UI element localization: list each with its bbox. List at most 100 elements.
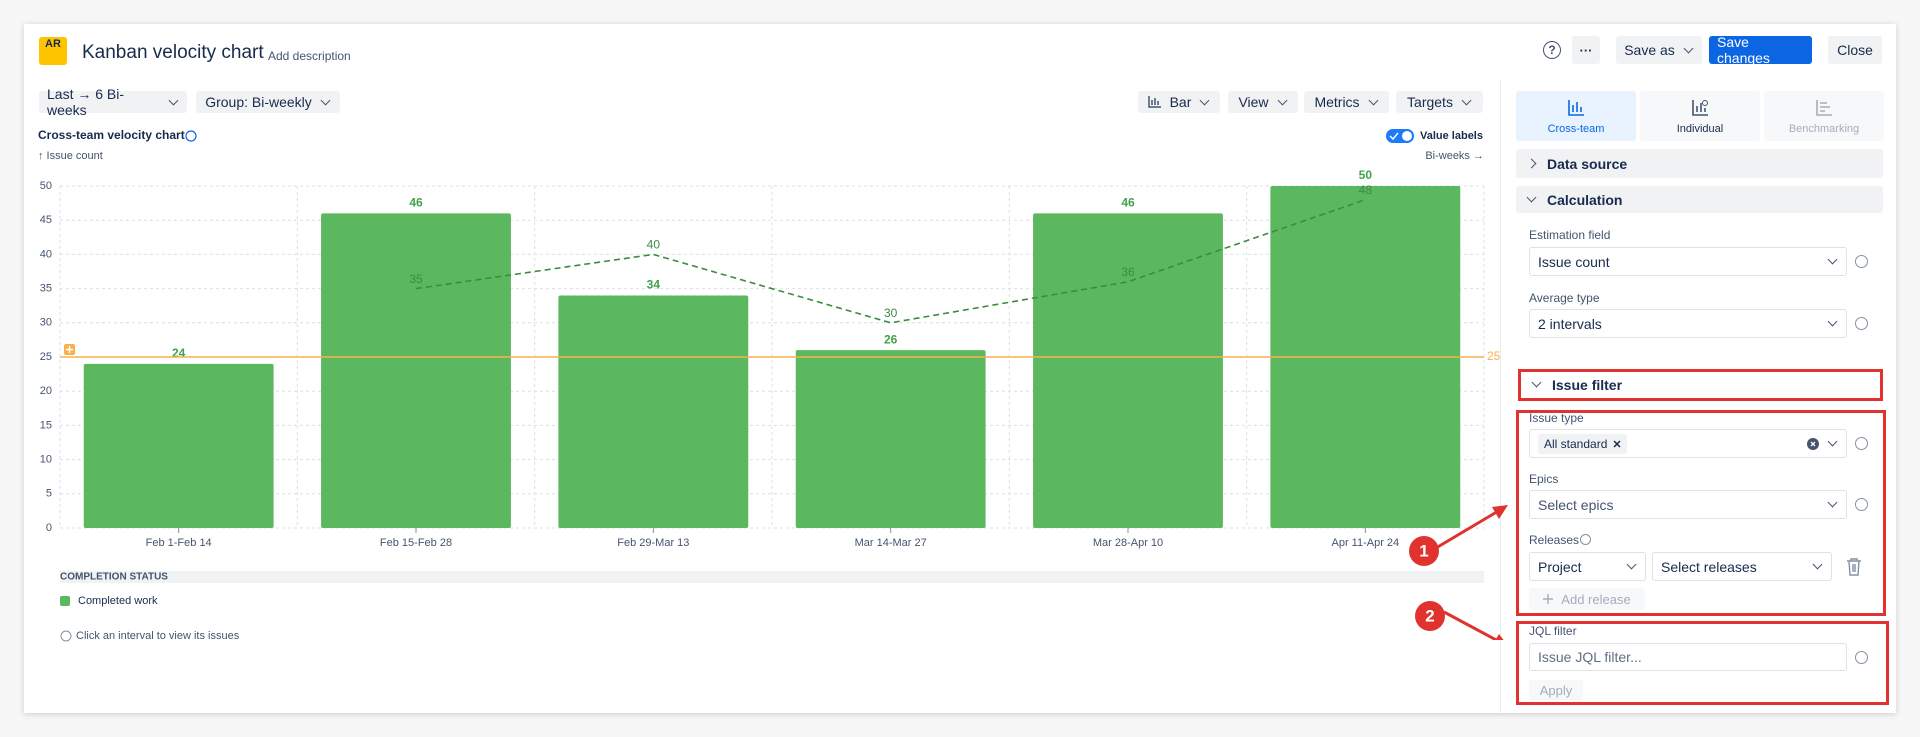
x-tick-label: Feb 1-Feb 14 — [146, 537, 212, 549]
input-placeholder: Issue JQL filter... — [1538, 649, 1642, 665]
field-label: Releases — [1529, 533, 1580, 547]
button-text: Group: Bi-weekly — [205, 94, 312, 110]
toggle-knob — [1402, 131, 1412, 141]
metrics-button[interactable]: Metrics — [1304, 91, 1389, 113]
tab-label: Benchmarking — [1788, 123, 1860, 135]
y-tick-label: 5 — [46, 488, 52, 500]
x-tick-label: Apr 11-Apr 24 — [1331, 537, 1399, 549]
average-label: 36 — [1121, 265, 1135, 279]
chart-title: Cross-team velocity chart — [38, 128, 185, 142]
tab[interactable]: Benchmarking — [1764, 91, 1884, 141]
view-button[interactable]: View — [1228, 91, 1298, 113]
select-value: Issue count — [1538, 253, 1610, 270]
button-text: Add release — [1561, 591, 1631, 607]
y-tick-label: 50 — [40, 180, 52, 192]
section-header[interactable]: Data source — [1516, 149, 1883, 178]
y-axis-label: ↑ Issue count — [38, 150, 103, 162]
select-placeholder: Select epics — [1538, 496, 1614, 513]
annotation-number: 1 — [1419, 541, 1428, 560]
save-as-button[interactable]: Save as — [1616, 36, 1702, 64]
field-label: JQL filter — [1529, 624, 1577, 638]
section-title: Data source — [1547, 155, 1628, 172]
button-text: Metrics — [1314, 94, 1360, 110]
bar — [1033, 213, 1223, 529]
y-tick-label: 45 — [40, 214, 52, 226]
more-button[interactable]: ··· — [1572, 36, 1600, 64]
button-text: Last → 6 Bi-weeks — [47, 86, 125, 118]
delete-icon[interactable] — [1845, 557, 1863, 577]
add-description[interactable]: Add description — [268, 49, 351, 63]
select[interactable]: 2 intervals — [1529, 309, 1847, 338]
button-text: Targets — [1407, 94, 1453, 110]
info-icon — [1855, 437, 1868, 450]
info-icon — [1855, 317, 1868, 330]
annotation-arrows: 1 2 — [1409, 505, 1508, 640]
legend-swatch — [60, 596, 70, 606]
value-label: 24 — [172, 346, 186, 360]
select[interactable]: Select releases — [1652, 552, 1832, 581]
y-tick-label: 15 — [40, 419, 52, 431]
note: Click an interval to view its issues — [76, 630, 240, 642]
apply-button[interactable]: Apply — [1529, 680, 1583, 700]
select[interactable]: Issue count — [1529, 247, 1847, 276]
average-label: 30 — [884, 306, 898, 320]
value-label: 34 — [647, 278, 661, 292]
annotation-number: 2 — [1425, 606, 1434, 625]
chart-type-button[interactable]: Bar — [1138, 91, 1220, 113]
info-icon — [1855, 498, 1868, 511]
y-tick-label: 10 — [40, 454, 52, 466]
x-tick-label: Feb 15-Feb 28 — [380, 537, 452, 549]
highlight-box — [1516, 410, 1886, 616]
tab-label: Individual — [1676, 123, 1724, 135]
y-tick-label: 35 — [40, 283, 52, 295]
average-label: 48 — [1359, 183, 1373, 197]
info-icon[interactable] — [1855, 255, 1868, 268]
section-header[interactable]: Calculation — [1516, 186, 1883, 213]
x-tick-label: Feb 29-Mar 13 — [617, 537, 689, 549]
value-label: 46 — [409, 196, 423, 210]
page-title: Kanban velocity chart — [82, 42, 264, 63]
value-label: 46 — [1121, 196, 1135, 210]
highlight-box — [1518, 369, 1883, 401]
bar — [83, 363, 274, 528]
save-changes-button[interactable]: Save changes — [1709, 34, 1812, 66]
field-label: Epics — [1529, 472, 1559, 486]
button-text: Bar — [1169, 94, 1192, 110]
section-header[interactable]: Issue filter — [1521, 371, 1880, 398]
x-tick-label: Mar 14-Mar 27 — [855, 537, 927, 549]
bar — [321, 213, 511, 529]
select-value: Project — [1538, 558, 1582, 575]
tab[interactable]: Individual — [1640, 91, 1760, 141]
target-marker-plus — [66, 346, 73, 353]
target-label: 25 — [1487, 349, 1501, 363]
x-axis-label: Bi-weeks → — [1425, 150, 1484, 162]
add-release-button[interactable]: Add release — [1529, 588, 1645, 610]
toggle-label: Value labels — [1420, 130, 1483, 142]
average-line — [415, 198, 1366, 324]
divider — [1500, 80, 1501, 713]
select[interactable]: Project — [1529, 552, 1646, 581]
range-button[interactable]: Last → 6 Bi-weeks — [39, 86, 187, 118]
tab[interactable]: Cross-team — [1516, 91, 1636, 141]
info-icon — [1855, 651, 1868, 664]
field-label: Estimation field — [1529, 228, 1611, 242]
select-placeholder: Select releases — [1661, 558, 1757, 575]
help-button[interactable]: ? — [1543, 41, 1561, 59]
targets-button[interactable]: Targets — [1396, 91, 1483, 113]
chip: All standard — [1538, 433, 1628, 454]
section-title: Issue filter — [1552, 376, 1623, 393]
close-button[interactable]: Close — [1828, 36, 1882, 64]
field-label: Average type — [1529, 291, 1600, 305]
bar — [795, 350, 986, 528]
chip-text: All standard — [1544, 436, 1608, 451]
group-button[interactable]: Group: Bi-weekly — [196, 91, 340, 113]
text-input[interactable]: Issue JQL filter... — [1529, 643, 1847, 671]
info-icon[interactable] — [185, 130, 197, 142]
average-label: 40 — [647, 238, 661, 252]
info-icon — [1580, 534, 1591, 545]
y-tick-label: 20 — [40, 385, 52, 397]
field-label: Issue type — [1529, 411, 1584, 425]
select[interactable]: All standard — [1529, 429, 1847, 458]
select[interactable]: Select epics — [1529, 490, 1847, 519]
